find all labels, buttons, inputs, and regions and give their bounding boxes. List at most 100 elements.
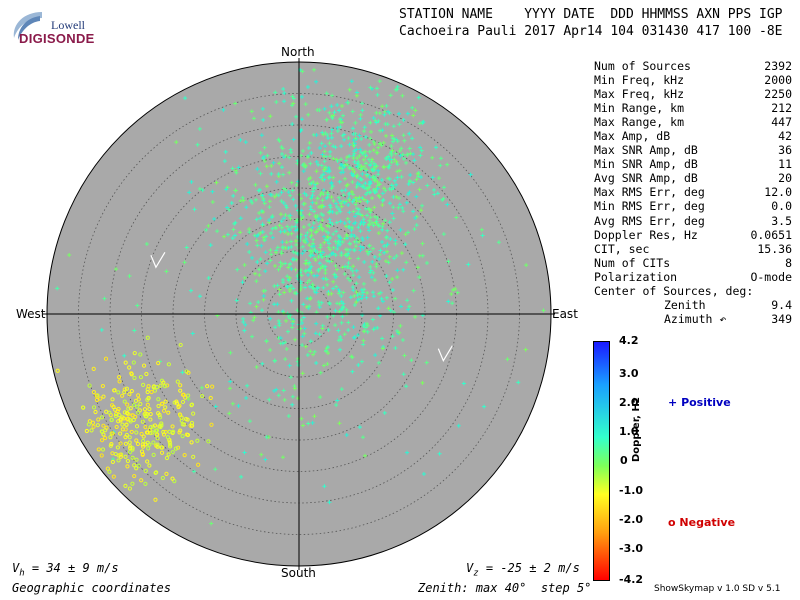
positive-source-marker	[289, 244, 294, 249]
positive-source-marker	[380, 227, 385, 232]
positive-source-marker	[278, 264, 283, 269]
negative-source-marker	[120, 422, 125, 427]
positive-source-marker	[268, 192, 273, 197]
positive-source-marker	[374, 120, 379, 125]
negative-source-marker	[130, 455, 135, 460]
positive-source-marker	[253, 197, 258, 202]
positive-source-marker	[197, 126, 202, 131]
positive-source-marker	[346, 264, 351, 269]
negative-source-marker	[135, 441, 141, 447]
positive-source-marker	[393, 151, 398, 156]
positive-source-marker	[313, 331, 318, 336]
positive-source-marker	[277, 292, 282, 297]
positive-source-marker	[212, 217, 217, 222]
positive-source-marker	[300, 343, 305, 348]
positive-source-marker	[387, 186, 392, 191]
positive-source-marker	[347, 165, 352, 170]
negative-source-marker	[151, 452, 156, 457]
positive-source-marker	[384, 235, 389, 240]
positive-source-marker	[390, 334, 395, 339]
positive-source-marker	[331, 245, 336, 250]
positive-source-marker	[256, 188, 261, 193]
positive-source-marker	[320, 203, 325, 208]
positive-source-marker	[359, 137, 364, 142]
stat-row: Avg SNR Amp, dB 20	[594, 171, 792, 185]
negative-source-marker	[139, 478, 144, 483]
positive-source-marker	[383, 218, 388, 223]
stat-row: Avg RMS Err, deg 3.5	[594, 214, 792, 228]
positive-source-marker	[286, 231, 291, 236]
positive-source-marker	[363, 149, 368, 154]
positive-source-marker	[272, 358, 277, 363]
positive-source-marker	[374, 110, 379, 115]
positive-source-marker	[272, 302, 277, 307]
positive-source-marker	[309, 233, 314, 238]
positive-source-marker	[376, 373, 381, 378]
positive-source-marker	[258, 230, 263, 235]
positive-source-marker	[382, 250, 387, 255]
positive-source-marker	[187, 190, 192, 195]
positive-source-marker	[261, 117, 266, 122]
positive-source-marker	[496, 240, 501, 245]
negative-source-marker	[157, 412, 162, 418]
negative-source-marker	[128, 446, 133, 451]
positive-source-marker	[321, 276, 326, 281]
positive-source-marker	[291, 197, 296, 202]
positive-source-marker	[393, 238, 398, 243]
positive-source-marker	[367, 190, 372, 195]
negative-source-marker	[115, 445, 120, 450]
positive-source-marker	[358, 112, 363, 117]
positive-source-marker	[287, 363, 292, 368]
zenith-range-label: Zenith: max 40° step 5°	[418, 581, 592, 595]
positive-source-marker	[197, 186, 202, 191]
positive-source-marker	[276, 172, 281, 177]
negative-source-marker	[159, 445, 164, 450]
positive-source-marker	[301, 169, 306, 174]
positive-source-marker	[191, 469, 196, 474]
positive-source-marker	[339, 293, 344, 298]
positive-source-marker	[282, 397, 287, 402]
positive-source-marker	[277, 138, 282, 143]
stat-label: Max Range, km	[594, 115, 685, 130]
negative-source-marker	[123, 483, 128, 488]
positive-source-marker	[221, 107, 226, 112]
positive-source-marker	[445, 202, 450, 207]
positive-source-marker	[287, 275, 292, 280]
positive-source-marker	[260, 230, 265, 235]
negative-source-marker	[124, 386, 129, 391]
positive-source-marker	[331, 198, 336, 203]
negative-source-marker	[156, 361, 161, 366]
positive-source-marker	[405, 111, 410, 116]
positive-source-marker	[289, 239, 294, 244]
positive-source-marker	[415, 265, 420, 270]
positive-source-marker	[361, 157, 366, 162]
positive-source-marker	[401, 267, 406, 272]
positive-source-marker	[352, 248, 357, 253]
positive-source-marker	[268, 348, 273, 353]
positive-source-marker	[411, 152, 416, 157]
station-header: STATION NAME YYYY DATE DDD HHMMSS AXN PP…	[399, 6, 783, 40]
positive-source-marker	[411, 209, 416, 214]
positive-source-marker	[339, 320, 344, 325]
positive-source-marker	[384, 273, 389, 278]
stat-value: 212	[771, 101, 792, 116]
positive-source-marker	[291, 286, 296, 291]
positive-source-marker	[371, 270, 376, 275]
positive-source-marker	[397, 202, 402, 207]
positive-source-marker	[420, 241, 425, 246]
positive-source-marker	[336, 291, 341, 296]
positive-source-marker	[356, 225, 361, 230]
positive-source-marker	[404, 260, 409, 265]
positive-source-marker	[345, 155, 350, 160]
positive-source-marker	[307, 222, 312, 227]
stat-row: Min SNR Amp, dB 11	[594, 157, 792, 171]
coordinate-system-label: Geographic coordinates	[12, 581, 171, 595]
positive-source-marker	[209, 521, 214, 526]
positive-source-marker	[281, 388, 286, 393]
positive-source-marker	[310, 189, 315, 194]
positive-source-marker	[287, 155, 292, 160]
positive-source-marker	[330, 127, 335, 132]
positive-source-marker	[336, 239, 341, 244]
positive-source-marker	[326, 175, 331, 180]
colorbar-tick: -4.2	[619, 573, 644, 586]
